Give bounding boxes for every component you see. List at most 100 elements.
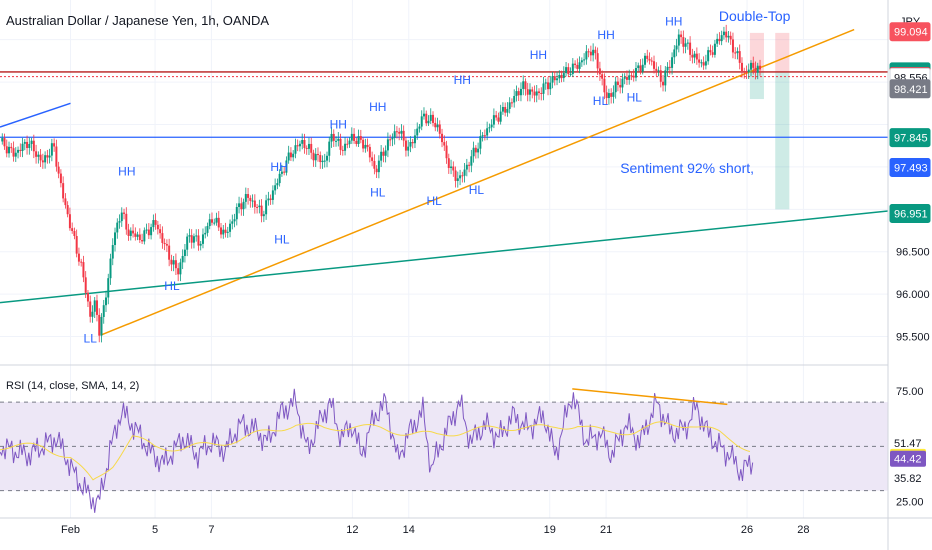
candle-body	[650, 60, 653, 62]
swing-label[interactable]: HL	[469, 183, 485, 197]
time-tick-label[interactable]: 21	[600, 524, 612, 536]
short-position-2-target-zone[interactable]	[775, 71, 790, 210]
candle-body	[461, 175, 464, 177]
time-tick-label[interactable]: 19	[544, 524, 556, 536]
candle-body	[68, 214, 71, 229]
short-position-2-stop-zone[interactable]	[775, 32, 790, 72]
candle-body	[441, 133, 444, 143]
swing-label[interactable]: HH	[118, 164, 135, 178]
callout-text[interactable]: Sentiment 92% short,	[620, 160, 754, 176]
time-tick-label[interactable]: 14	[403, 524, 415, 536]
time-tick-label[interactable]: Feb	[61, 524, 80, 536]
candle-body	[220, 227, 223, 235]
candle-body	[235, 207, 238, 220]
candle-body	[673, 49, 676, 58]
candle-body	[41, 160, 44, 163]
candle-body	[623, 77, 626, 79]
rsi-sma-line[interactable]	[0, 421, 751, 481]
candle-body	[483, 135, 486, 137]
candle-body	[756, 65, 759, 73]
swing-label[interactable]: HL	[627, 91, 643, 105]
candle-body	[565, 67, 568, 74]
candle-body	[118, 221, 121, 223]
swing-label[interactable]: HH	[369, 100, 386, 114]
candle-body	[145, 229, 148, 231]
time-tick-label[interactable]: 7	[208, 524, 214, 536]
candle-body	[190, 235, 193, 243]
time-tick-label[interactable]: 12	[346, 524, 358, 536]
candle-body	[337, 138, 340, 141]
price-pane[interactable]: LL HH HL HH HL HH HL HH HL HH HL HH HL HH HL HH Double-T…	[0, 8, 889, 345]
candle-body	[346, 143, 349, 145]
swing-label[interactable]: HL	[426, 194, 442, 208]
candle-body	[141, 240, 144, 242]
candle-body	[734, 52, 737, 54]
swing-label[interactable]: LL	[84, 331, 98, 345]
swing-label[interactable]: HH	[270, 160, 287, 174]
time-axis[interactable]: Feb 5 7 12 14 19 21 26 28	[61, 524, 810, 536]
orange-uptrend[interactable]	[101, 28, 855, 336]
candle-body	[127, 229, 130, 236]
swing-label[interactable]: HL	[164, 279, 180, 293]
candle-body	[621, 78, 624, 88]
candle-body	[129, 230, 132, 236]
candle-body	[294, 145, 297, 154]
swing-label[interactable]: HH	[597, 28, 614, 42]
rsi-tick-label[interactable]: 75.00	[896, 386, 924, 398]
candle-body	[326, 155, 329, 161]
callout-text[interactable]: Double-Top	[719, 8, 791, 24]
candle-body	[19, 149, 22, 151]
candle-body	[416, 128, 419, 136]
candle-body	[170, 259, 173, 265]
candle-body	[312, 152, 315, 161]
swing-label[interactable]: HH	[665, 14, 682, 28]
candle-body	[296, 145, 299, 147]
candle-body	[513, 95, 516, 103]
price-tick-label[interactable]: 96.500	[896, 247, 930, 259]
candle-body	[400, 130, 403, 134]
candle-body	[98, 314, 101, 336]
rsi-tick-label[interactable]: 25.00	[896, 497, 924, 509]
green-trendline[interactable]	[0, 210, 889, 304]
rsi-divergence-line[interactable]	[572, 388, 728, 406]
candle-body	[82, 262, 85, 278]
candle-body	[66, 205, 69, 215]
candle-body	[535, 91, 538, 96]
time-tick-label[interactable]: 5	[152, 524, 158, 536]
candle-body	[659, 70, 662, 82]
swing-label[interactable]: HL	[370, 186, 386, 200]
swing-label[interactable]: HH	[454, 73, 471, 87]
blue-short-line[interactable]	[0, 102, 71, 128]
price-badge	[889, 128, 931, 148]
price-tick-label[interactable]: 96.000	[896, 289, 930, 301]
candle-body	[425, 113, 428, 124]
rsi-line[interactable]	[0, 388, 754, 513]
candle-body	[747, 69, 750, 73]
time-tick-label[interactable]: 26	[741, 524, 753, 536]
rsi-pane[interactable]	[0, 388, 888, 513]
candle-body	[576, 64, 579, 69]
candle-body	[759, 65, 762, 70]
candle-body	[179, 262, 182, 275]
swing-label[interactable]: HL	[593, 94, 609, 108]
price-axis[interactable]: 95.500 96.000 96.500 75.00 25.00	[896, 247, 930, 509]
price-tick-label[interactable]: 95.500	[896, 332, 930, 344]
candle-body	[256, 206, 259, 208]
swing-label[interactable]: HH	[530, 48, 547, 62]
candle-body	[102, 305, 105, 317]
candle-body	[639, 65, 642, 72]
candle-body	[474, 147, 477, 153]
candle-body	[217, 217, 220, 228]
candle-body	[362, 139, 365, 149]
price-badge	[889, 22, 931, 42]
short-position-1-target-zone[interactable]	[749, 71, 764, 100]
candle-body	[745, 71, 748, 73]
swing-label[interactable]: HH	[330, 118, 347, 132]
swing-label[interactable]: HL	[274, 232, 290, 246]
candle-body	[287, 152, 290, 161]
candle-body	[17, 149, 20, 153]
candle-body	[664, 70, 667, 86]
candle-body	[283, 171, 286, 173]
time-tick-label[interactable]: 28	[797, 524, 809, 536]
candle-body	[364, 144, 367, 149]
